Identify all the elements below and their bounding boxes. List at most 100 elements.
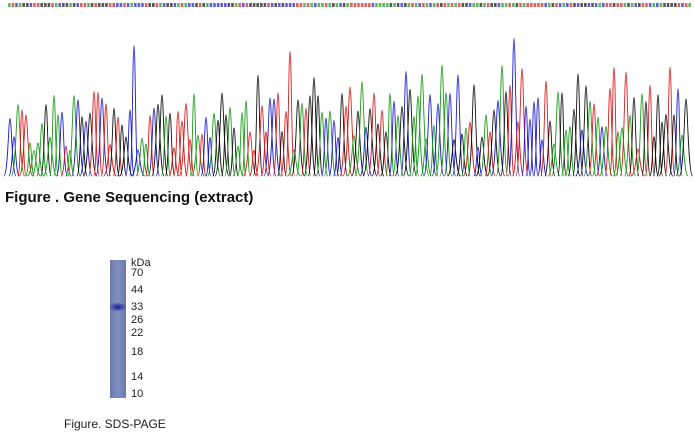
sequence-letter: [80, 3, 83, 7]
trace-peak: [540, 80, 552, 177]
sequence-letter: [573, 3, 576, 7]
trace-peak: [328, 120, 340, 177]
trace-peak: [26, 149, 42, 177]
trace-peak: [151, 103, 165, 177]
sequence-letter: [166, 3, 169, 7]
sequence-letter: [263, 3, 267, 7]
trace-peak: [462, 121, 478, 177]
sequence-letter: [476, 3, 479, 7]
trace-peak: [82, 112, 98, 177]
sequence-letter: [40, 3, 43, 7]
trace-peak: [205, 136, 215, 177]
sequence-letter: [202, 3, 205, 7]
sequence-letter: [148, 3, 151, 7]
sequence-letter: [432, 3, 436, 7]
sequence-letter: [267, 3, 270, 7]
trace-peak: [339, 105, 353, 177]
sequence-letter: [159, 3, 162, 7]
trace-peak: [242, 131, 258, 177]
trace-peak: [185, 139, 195, 177]
trace-peak: [3, 118, 17, 177]
sequence-letter: [609, 3, 612, 7]
sequence-letter: [245, 3, 249, 7]
trace-peak: [303, 95, 317, 177]
trace-peak: [323, 110, 337, 177]
trace-peak: [624, 114, 636, 177]
sequence-letter: [130, 3, 133, 7]
sequence-letter: [299, 3, 303, 7]
sequence-letter: [504, 3, 508, 7]
sequence-letter: [472, 3, 475, 7]
trace-peak: [321, 117, 331, 177]
sequence-letter: [198, 3, 202, 7]
marker-label: 33: [131, 301, 143, 313]
sequence-letter: [184, 3, 187, 7]
trace-peak: [307, 77, 321, 177]
trace-peak: [544, 120, 556, 177]
sequence-letter: [404, 3, 407, 7]
sequence-letter: [123, 3, 126, 7]
trace-peak: [103, 144, 117, 177]
sequence-letter: [483, 3, 486, 7]
sequence-letter: [659, 3, 663, 7]
trace-peak: [547, 143, 561, 177]
sequence-letter: [220, 3, 223, 7]
sequence-letter: [108, 3, 112, 7]
sequence-letter: [375, 3, 378, 7]
sequence-letter: [670, 3, 673, 7]
trace-peak: [649, 136, 659, 177]
sequence-letter: [584, 3, 587, 7]
trace-peak: [385, 93, 395, 177]
trace-peak: [100, 103, 112, 177]
trace-peak: [456, 133, 468, 177]
trace-peak: [93, 92, 103, 177]
sequence-letter: [180, 3, 184, 7]
trace-peak: [79, 120, 93, 177]
sequence-letter: [141, 3, 144, 7]
sequence-letter: [364, 3, 367, 7]
sequence-letter: [677, 3, 681, 7]
trace-peak: [241, 100, 251, 177]
trace-peak: [628, 96, 640, 177]
chromatogram: [3, 3, 694, 177]
trace-peak: [435, 64, 449, 177]
sequence-letter: [515, 3, 519, 7]
trace-peak: [473, 146, 483, 177]
sequence-letter: [656, 3, 659, 7]
trace-peak: [332, 137, 344, 177]
sequence-letter: [116, 3, 119, 7]
trace-peak: [507, 38, 521, 177]
marker-label: 26: [131, 314, 143, 326]
sequence-letter: [494, 3, 497, 7]
sequence-letter: [688, 3, 691, 7]
sequence-letter: [292, 3, 295, 7]
trace-peak: [447, 139, 461, 177]
marker-label: 22: [131, 327, 143, 339]
sequence-letter: [227, 3, 231, 7]
trace-peak: [641, 101, 651, 177]
sequence-letter: [522, 3, 526, 7]
sequence-letter: [288, 3, 292, 7]
sequence-letter: [242, 3, 245, 7]
trace-peak: [423, 94, 437, 177]
sequence-letter: [144, 3, 148, 7]
trace-peak: [189, 93, 199, 177]
trace-peak: [403, 88, 417, 177]
trace-peak: [380, 131, 392, 177]
sequence-letter: [234, 3, 238, 7]
sequence-letter: [674, 3, 677, 7]
marker-unit: kDa: [131, 257, 151, 269]
sequence-letter: [346, 3, 349, 7]
marker-label: 18: [131, 346, 143, 358]
trace-peak: [65, 150, 75, 177]
trace-peak: [25, 142, 35, 177]
sequence-letter: [648, 3, 652, 7]
sequence-letter: [411, 3, 414, 7]
trace-peak: [88, 91, 100, 177]
trace-peak: [678, 98, 694, 177]
sequence-letter: [551, 3, 555, 7]
sequence-letter: [303, 3, 306, 7]
trace-peak: [565, 125, 575, 177]
trace-peak: [487, 109, 501, 177]
trace-peak: [443, 93, 457, 177]
